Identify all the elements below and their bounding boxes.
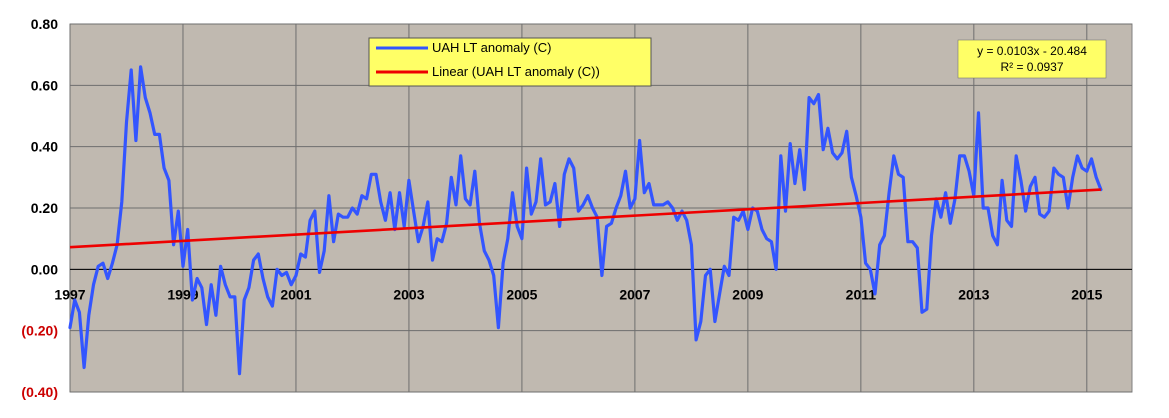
x-tick-label: 2015 bbox=[1071, 286, 1102, 302]
x-tick-label: 2009 bbox=[732, 286, 763, 302]
series-line-uah-lt-anomaly bbox=[68, 65, 1103, 376]
trend-r-squared: R² = 0.0937 bbox=[1000, 60, 1063, 74]
y-tick-label: 0.20 bbox=[31, 200, 58, 216]
series-line-linear-trend bbox=[69, 188, 1101, 249]
y-tick-label: 0.80 bbox=[31, 16, 58, 32]
x-tick-label: 2011 bbox=[846, 286, 877, 302]
trend-equation-box: y = 0.0103x - 20.484 R² = 0.0937 bbox=[957, 39, 1107, 79]
legend: UAH LT anomaly (C) Linear (UAH LT anomal… bbox=[368, 37, 652, 87]
y-tick-label: 0.00 bbox=[31, 261, 58, 277]
legend-label-uah: UAH LT anomaly (C) bbox=[432, 40, 551, 55]
legend-box bbox=[368, 37, 652, 87]
y-axis: (0.40) (0.20) 0.00 0.20 0.40 0.60 0.80 bbox=[21, 16, 58, 400]
equation-background bbox=[957, 39, 1107, 79]
x-axis: 1997 1999 2001 2003 2005 2007 2009 2011 2013 2015 bbox=[54, 286, 1102, 302]
x-tick-label: 2007 bbox=[619, 286, 650, 302]
y-tick-label: (0.20) bbox=[21, 323, 58, 339]
x-tick-label: 2005 bbox=[506, 286, 537, 302]
y-tick-label: 0.60 bbox=[31, 77, 58, 93]
trend-equation: y = 0.0103x - 20.484 bbox=[977, 44, 1087, 58]
legend-label-linear: Linear (UAH LT anomaly (C)) bbox=[432, 64, 600, 79]
y-tick-label: 0.40 bbox=[31, 139, 58, 155]
series-layer bbox=[68, 65, 1103, 376]
x-tick-label: 1997 bbox=[54, 286, 85, 302]
x-tick-label: 2003 bbox=[393, 286, 424, 302]
x-tick-label: 2001 bbox=[280, 286, 311, 302]
x-tick-label: 2013 bbox=[958, 286, 989, 302]
y-tick-label: (0.40) bbox=[21, 384, 58, 400]
